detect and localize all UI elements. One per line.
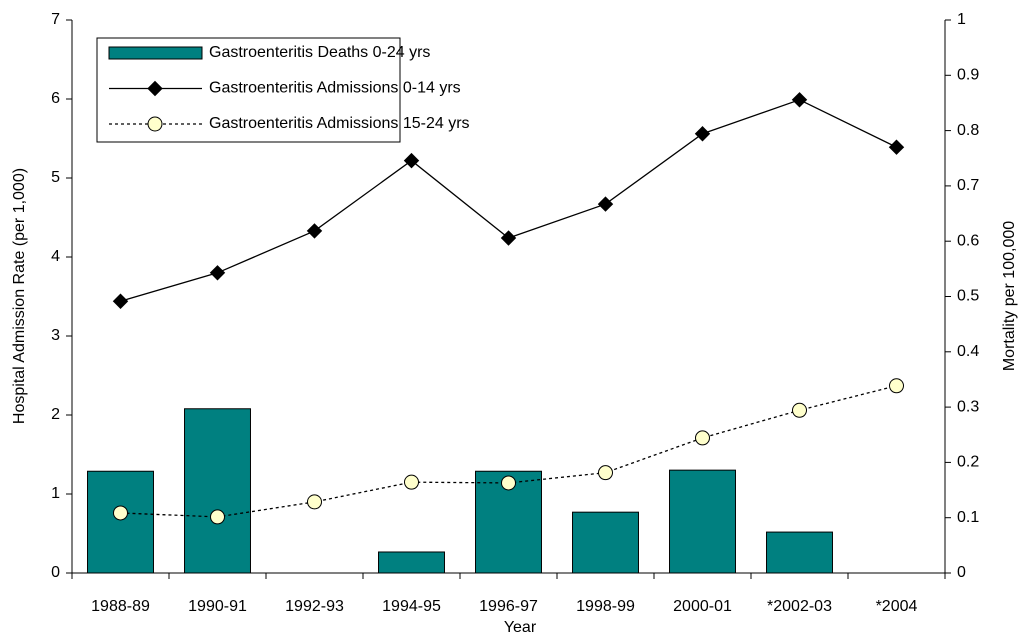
y-tick-label: 0	[51, 564, 60, 581]
y2-tick-label: 0.5	[957, 288, 979, 305]
y2-tick-label: 1	[957, 11, 966, 28]
y-tick-label: 7	[51, 11, 60, 28]
legend-marker	[147, 80, 163, 97]
x-tick-label: 1988-89	[91, 598, 150, 615]
legend-label: Gastroenteritis Admissions 15-24 yrs	[209, 115, 470, 132]
marker	[307, 494, 322, 510]
marker	[210, 509, 225, 525]
marker	[112, 293, 129, 309]
bar	[378, 551, 445, 574]
marker	[113, 505, 128, 521]
x-tick-label: 1990-91	[188, 598, 247, 615]
marker	[694, 126, 711, 142]
marker	[889, 378, 904, 394]
bar	[766, 531, 833, 574]
y2-tick-label: 0.9	[957, 67, 979, 84]
legend-swatch	[108, 46, 203, 60]
y2-tick-label: 0	[957, 564, 966, 581]
marker	[501, 475, 516, 491]
legend-marker	[147, 116, 163, 132]
marker	[209, 265, 226, 281]
bar	[184, 408, 251, 574]
marker	[792, 402, 807, 418]
y2-tick-label: 0.1	[957, 509, 979, 526]
y-tick-label: 3	[51, 327, 60, 344]
y-tick-label: 5	[51, 169, 60, 186]
y2-tick-label: 0.4	[957, 343, 979, 360]
x-tick-label: *2002-03	[767, 598, 832, 615]
bar	[669, 469, 736, 574]
x-tick-label: *2004	[876, 598, 918, 615]
marker	[500, 230, 517, 246]
y2-tick-label: 0.7	[957, 177, 979, 194]
bar	[572, 511, 639, 574]
x-tick-label: 1998-99	[576, 598, 635, 615]
marker	[791, 92, 808, 108]
y2-axis-label: Mortality per 100,000	[1001, 221, 1018, 371]
x-tick-label: 1992-93	[285, 598, 344, 615]
y-axis-label: Hospital Admission Rate (per 1,000)	[11, 168, 28, 424]
marker	[403, 152, 420, 169]
x-tick-label: 1994-95	[382, 598, 441, 615]
y2-tick-label: 0.3	[957, 398, 979, 415]
y-tick-label: 2	[51, 406, 60, 423]
y2-tick-label: 0.6	[957, 232, 979, 249]
x-axis-label: Year	[504, 619, 537, 636]
y2-tick-label: 0.2	[957, 454, 979, 471]
marker	[306, 223, 323, 239]
bar	[87, 470, 154, 574]
legend-label: Gastroenteritis Admissions 0-14 yrs	[209, 80, 461, 97]
y-tick-label: 4	[51, 248, 60, 265]
y-tick-label: 6	[51, 90, 60, 107]
marker	[695, 430, 710, 446]
marker	[888, 139, 905, 155]
marker	[597, 196, 614, 212]
x-tick-label: 2000-01	[673, 598, 732, 615]
marker	[598, 465, 613, 481]
y2-tick-label: 0.8	[957, 122, 979, 139]
x-tick-label: 1996-97	[479, 598, 538, 615]
legend-label: Gastroenteritis Deaths 0-24 yrs	[209, 44, 430, 61]
marker	[404, 474, 419, 490]
y-tick-label: 1	[51, 485, 60, 502]
